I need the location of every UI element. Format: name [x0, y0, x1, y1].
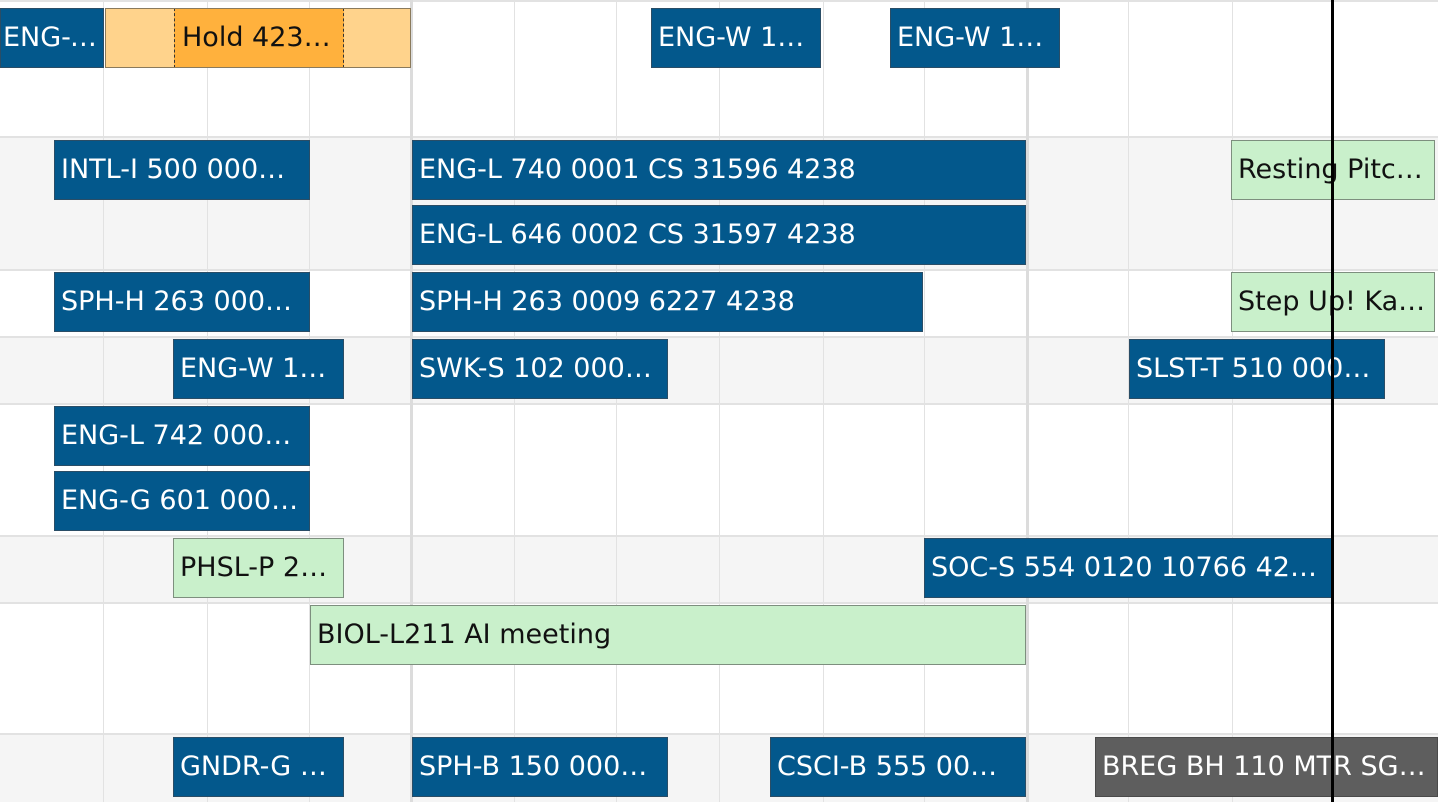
event-block[interactable]: ENG-W 13… [173, 339, 344, 399]
hour-column-line [410, 0, 413, 802]
event-block[interactable]: ENG-W 13… [651, 8, 821, 68]
event-block[interactable]: CSCI-B 555 00… [770, 737, 1026, 797]
event-block[interactable]: ENG-L 742 000… [54, 406, 310, 466]
event-block[interactable]: SWK-S 102 000… [412, 339, 668, 399]
event-block[interactable]: ENG-G 601 000… [54, 471, 310, 531]
event-block[interactable]: SLST-T 510 000… [1129, 339, 1385, 399]
event-block[interactable]: ENG-W 13… [890, 8, 1060, 68]
event-block[interactable]: INTL-I 500 000… [54, 140, 310, 200]
event-block[interactable]: SPH-B 150 000… [412, 737, 668, 797]
meeting-block[interactable]: PHSL-P 2… [173, 538, 344, 598]
event-block[interactable]: SPH-H 263 000… [54, 272, 310, 332]
time-column-line [103, 0, 104, 802]
hold-label: Hold 423… [182, 22, 331, 53]
time-column-line [514, 0, 515, 802]
current-time-line [1331, 0, 1334, 802]
time-column-line [1128, 0, 1129, 802]
event-block[interactable]: SPH-H 263 0009 6227 4238 [412, 272, 923, 332]
event-block[interactable]: ENG-L 740 0001 CS 31596 4238 [412, 140, 1026, 200]
time-column-line [719, 0, 720, 802]
time-column-line [924, 0, 925, 802]
time-column-line [309, 0, 310, 802]
hold-core [174, 9, 344, 67]
time-column-line [616, 0, 617, 802]
hour-column-line [1026, 0, 1029, 802]
event-block[interactable]: ENG-L 646 0002 CS 31597 4238 [412, 205, 1026, 265]
closed-block[interactable]: BREG BH 110 MTR SG … [1095, 737, 1438, 797]
time-column-line [823, 0, 824, 802]
time-column-line [207, 0, 208, 802]
event-block[interactable]: GNDR-G 1… [173, 737, 344, 797]
event-block[interactable]: SOC-S 554 0120 10766 42… [924, 538, 1334, 598]
time-column-line [1232, 0, 1233, 802]
event-block[interactable]: ENG-W 13… [0, 8, 104, 68]
hold-block[interactable]: Hold 423… [105, 8, 411, 68]
meeting-block[interactable]: BIOL-L211 AI meeting [310, 605, 1026, 665]
